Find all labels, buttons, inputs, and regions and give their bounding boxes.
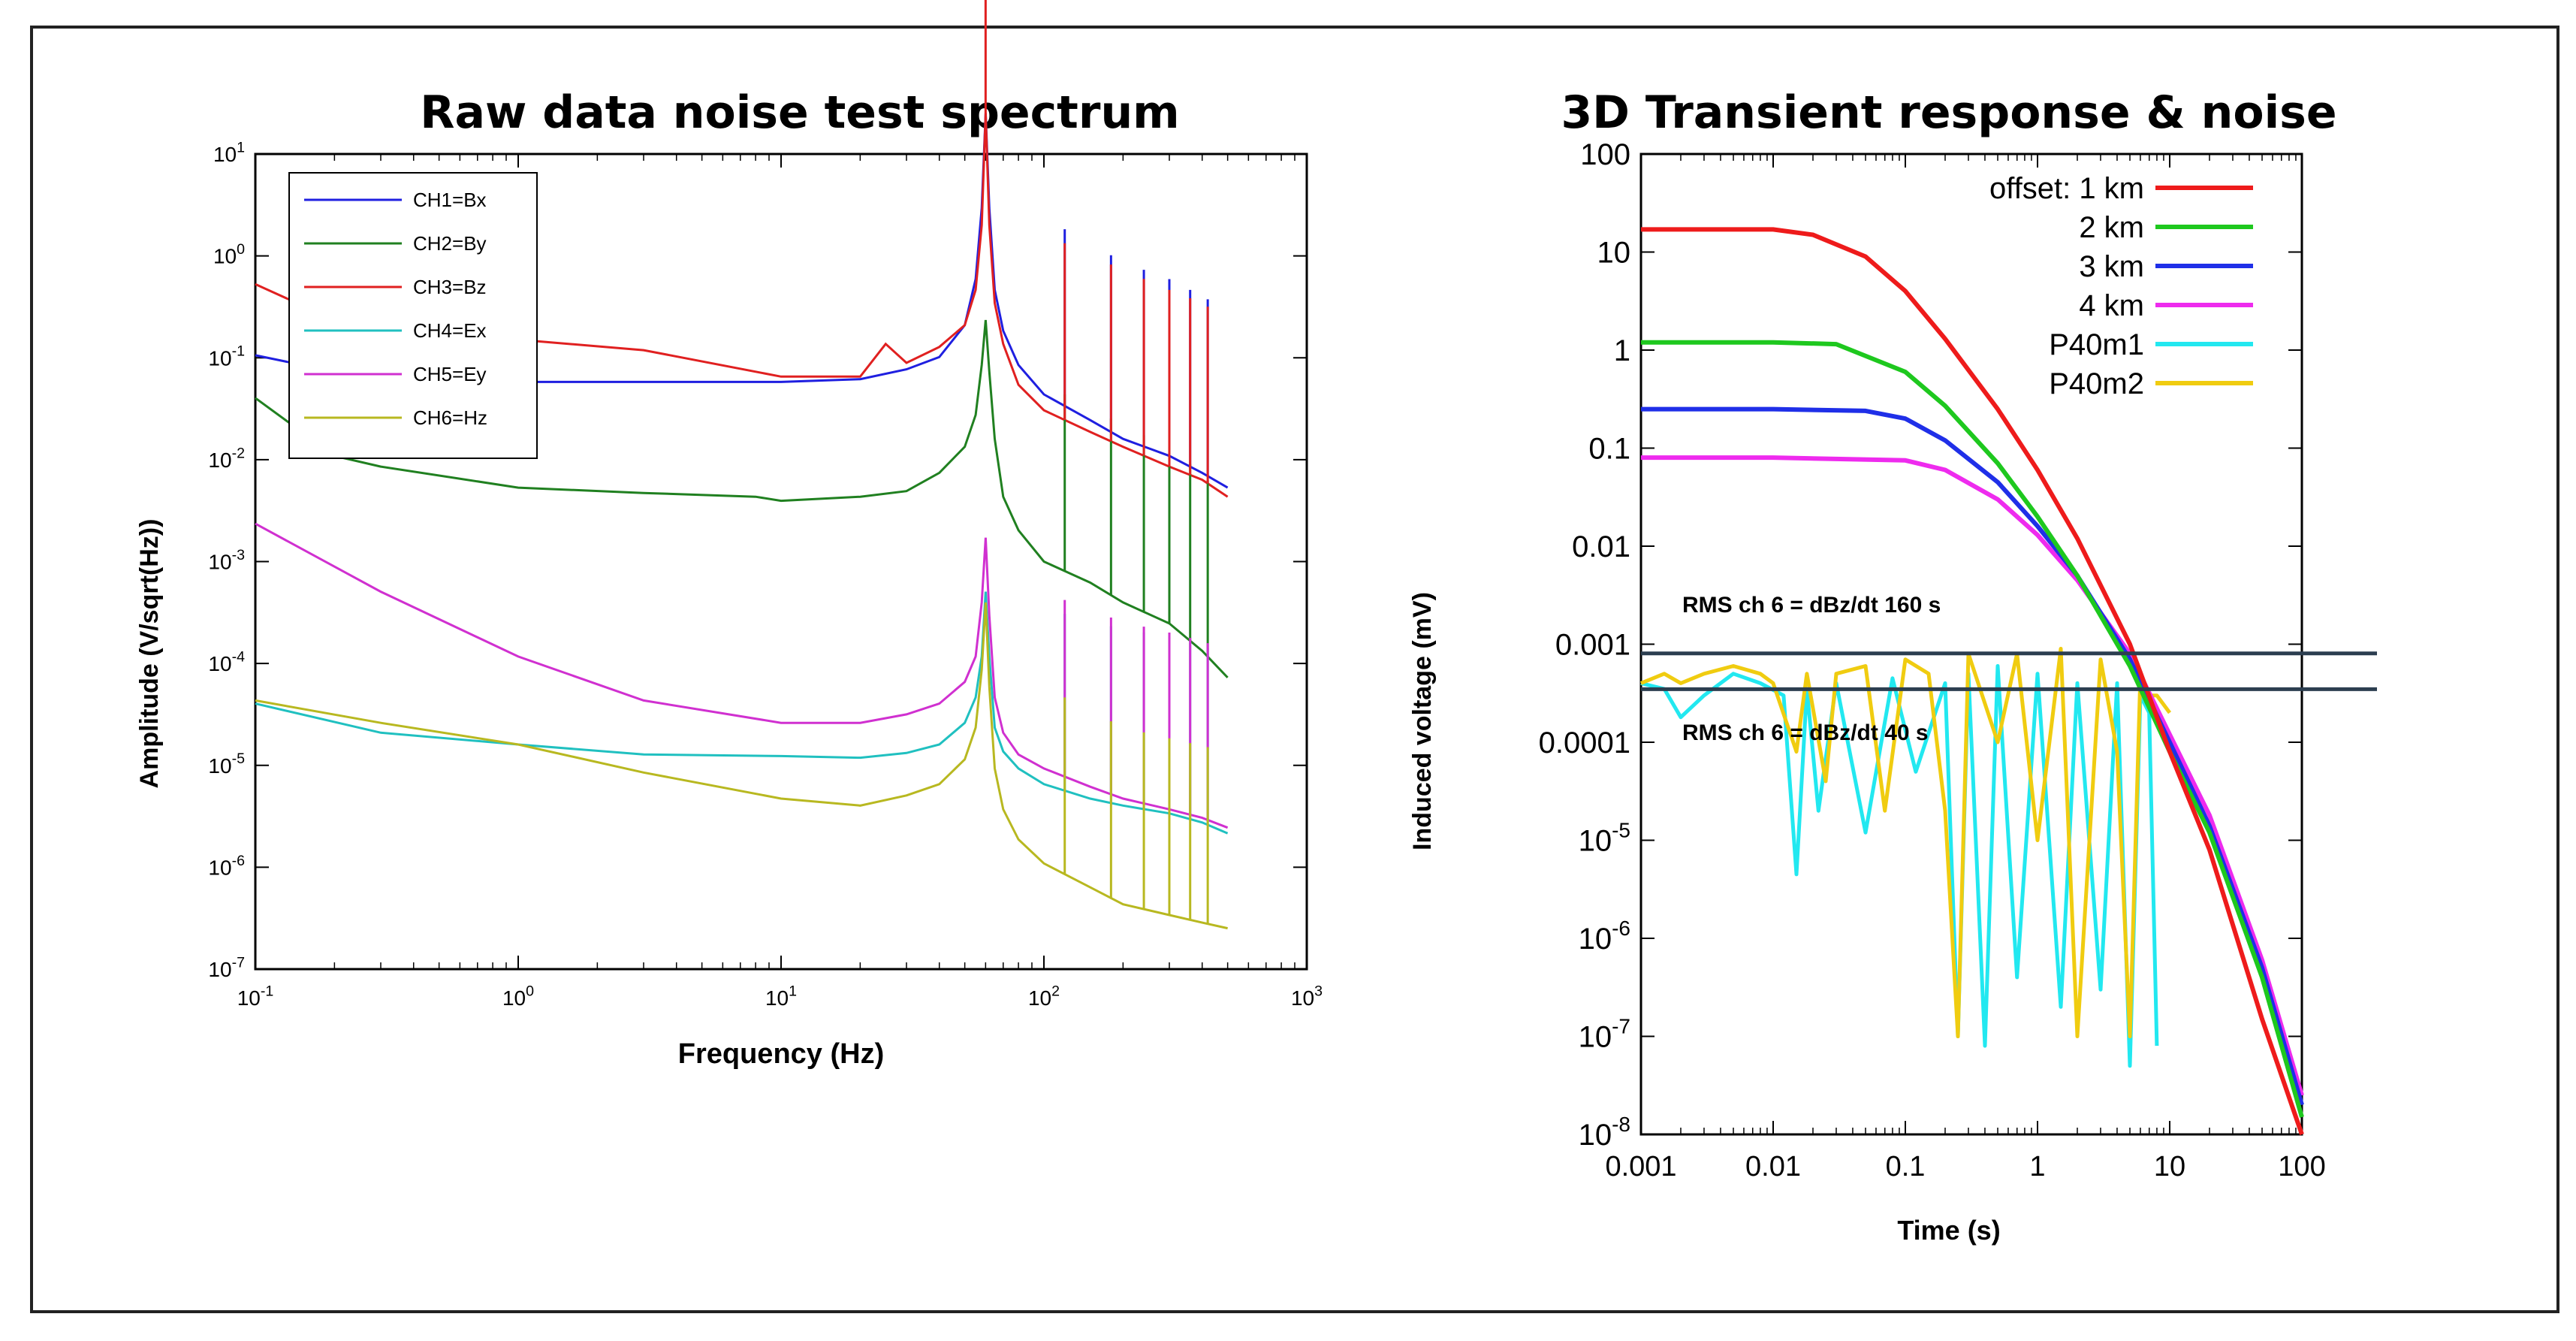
tick-exponent: -5: [232, 751, 246, 767]
tick-exponent: 2: [1051, 983, 1060, 999]
tick-exponent: -6: [232, 853, 246, 869]
y-axis-label: Amplitude (V/sqrt(Hz)): [135, 519, 164, 789]
legend-box: [288, 172, 538, 459]
legend-label: CH1=Bx: [413, 189, 487, 211]
legend-label: CH4=Ex: [413, 319, 487, 342]
y-tick-label: 101: [213, 139, 245, 166]
tick-base: 10: [208, 346, 231, 370]
y-tick-label: 10-6: [208, 853, 245, 880]
legend-label: CH3=Bz: [413, 276, 487, 298]
x-axis-label: Frequency (Hz): [678, 1038, 884, 1070]
tick-exponent: 1: [237, 139, 245, 156]
tick-base: 10: [1028, 986, 1051, 1010]
series-line-ch6-hz: [255, 602, 1228, 930]
legend-label: CH6=Hz: [413, 406, 487, 429]
tick-base: 10: [208, 856, 231, 879]
tick-base: 10: [213, 245, 237, 268]
y-tick-label: 10-5: [208, 751, 245, 778]
y-tick-label: 10-7: [208, 954, 245, 981]
x-tick-label: 10-1: [237, 983, 274, 1010]
legend: CH1=Bx CH2=By CH3=Bz CH4=Ex CH5=Ey CH6=Hz: [288, 172, 538, 459]
tick-base: 10: [237, 986, 261, 1010]
series-line-ch2-by: [255, 319, 1229, 678]
chart-title: Raw data noise test spectrum: [420, 86, 1179, 139]
y-tick-label: 100: [213, 241, 245, 268]
tick-base: 10: [208, 449, 231, 472]
series-line-ch3-bz: [255, 113, 1229, 498]
tick-exponent: -1: [261, 983, 273, 999]
tick-base: 10: [765, 986, 789, 1010]
tick-base: 10: [208, 754, 231, 778]
legend-label: CH2=By: [413, 232, 487, 255]
tick-exponent: -2: [232, 445, 245, 461]
tick-exponent: -1: [232, 343, 245, 360]
x-tick-label: 102: [1028, 983, 1060, 1010]
x-tick-label: 103: [1291, 983, 1323, 1010]
tick-exponent: 1: [789, 983, 797, 999]
y-tick-label: 10-2: [208, 445, 245, 472]
tick-exponent: -7: [232, 954, 245, 971]
tick-exponent: -4: [232, 649, 246, 666]
y-tick-label: 10-3: [208, 547, 245, 574]
y-tick-label: 10-4: [208, 649, 245, 676]
tick-base: 10: [502, 986, 526, 1010]
y-tick-label: 10-1: [208, 343, 245, 370]
tick-exponent: 0: [526, 983, 534, 999]
legend-label: CH5=Ey: [413, 363, 487, 385]
tick-exponent: 0: [237, 241, 245, 258]
figure-frame: [30, 26, 2559, 1313]
tick-base: 10: [208, 652, 231, 675]
tick-base: 10: [208, 958, 231, 981]
x-tick-label: 100: [502, 983, 534, 1010]
tick-exponent: -3: [232, 547, 246, 563]
tick-base: 10: [1291, 986, 1314, 1010]
tick-base: 10: [213, 143, 237, 166]
series-line-ch4-ex: [255, 591, 1229, 835]
x-tick-label: 101: [765, 983, 797, 1010]
tick-base: 10: [208, 551, 231, 574]
tick-exponent: 3: [1314, 983, 1323, 999]
series-line-ch5-ey: [255, 522, 1229, 829]
